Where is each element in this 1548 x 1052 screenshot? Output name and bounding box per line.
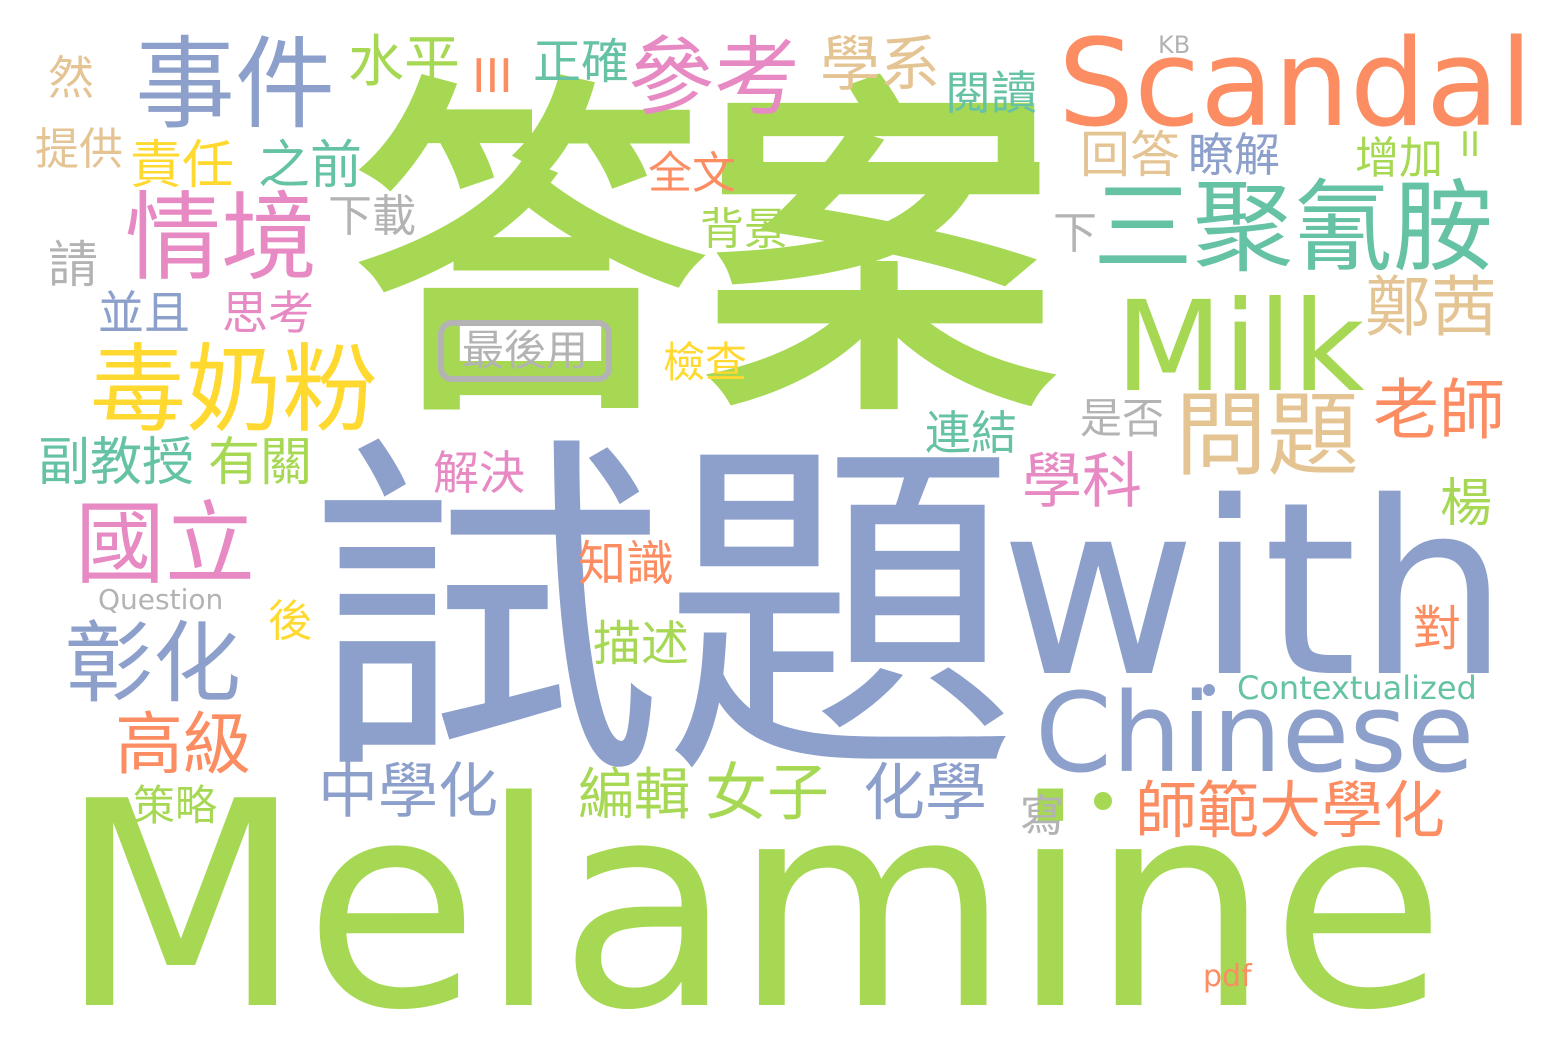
word-subject: 學科: [1022, 447, 1142, 517]
word-chinese: Chinese: [1035, 669, 1475, 797]
word-iii: III: [472, 49, 513, 103]
word-problem: 問題: [1175, 382, 1360, 489]
word-full-text: 全文: [648, 148, 736, 199]
word-background: 背景: [700, 204, 788, 255]
word-check: 檢查: [663, 338, 748, 387]
word-reply: 回答: [1080, 126, 1180, 184]
word-pdf: pdf: [1203, 959, 1252, 994]
word-reference: 參考: [628, 28, 800, 128]
word-national: 國立: [75, 492, 255, 597]
word-ii: II: [1460, 125, 1481, 165]
word-increase: 增加: [1355, 133, 1443, 184]
word-download: 下載: [328, 191, 416, 242]
word-level: 水平: [348, 30, 460, 95]
word-edit: 編輯: [578, 763, 690, 828]
word-link: 連結: [925, 406, 1017, 460]
word-chemistry: 化學: [863, 756, 988, 829]
word-normal-university-chem: 師範大學化: [1135, 774, 1446, 847]
word-milk: Milk: [1115, 275, 1365, 420]
word-incident: 事件: [135, 26, 335, 143]
word-test-question: 試題: [308, 408, 1018, 822]
word-scandal: Scandal: [1058, 15, 1533, 154]
word-melamine-zh: 三聚氰胺: [1093, 169, 1493, 286]
word-changhua: 彰化: [65, 612, 242, 715]
word-whether: 是否: [1080, 394, 1165, 443]
word-before: 之前: [258, 136, 363, 196]
word-related: 有關: [208, 433, 313, 493]
word-write: 寫: [1020, 791, 1064, 842]
word-describe: 描述: [593, 616, 690, 672]
word-responsibility: 責任: [130, 136, 235, 196]
word-middle-school-chem: 中學化: [318, 757, 498, 827]
word-senior: 高級: [115, 706, 252, 785]
word-ran: 然: [48, 51, 94, 105]
word-reading: 閱讀: [945, 66, 1037, 120]
word-context: 情境: [125, 182, 317, 294]
word-melamine: Melamine: [58, 741, 1446, 1052]
word-and: 並且: [98, 286, 190, 340]
word-provide: 提供: [35, 124, 123, 175]
word-pair: 對: [1413, 601, 1462, 657]
word-think: 思考: [222, 286, 314, 340]
word-department: 學系: [820, 30, 940, 100]
word-answer: 答案: [355, 51, 1055, 459]
word-zheng: 鄭茜: [1365, 269, 1497, 346]
word-knowledge: 知識: [578, 536, 675, 592]
word-teacher: 老師: [1373, 372, 1505, 449]
word-yang: 楊: [1440, 474, 1493, 534]
word-finally-use: 最後用: [438, 320, 613, 382]
word-please: 請: [48, 236, 98, 294]
word-female: 女子: [705, 756, 830, 829]
word-associate-professor: 副教授: [38, 433, 195, 493]
word-solve: 解決: [433, 446, 525, 500]
word-poison-milk-powder: 毒奶粉: [90, 334, 378, 446]
word-correct: 正確: [533, 34, 630, 90]
word-kb: KB: [1158, 31, 1191, 59]
word-with: with: [1000, 450, 1510, 730]
word-contextualized: Contextualized: [1237, 669, 1477, 707]
word-strategy: 策略: [133, 781, 218, 830]
word-xia: 下: [1053, 208, 1097, 259]
dot-mark: [1203, 684, 1215, 696]
word-after: 後: [268, 596, 312, 647]
word-understand: 瞭解: [1188, 128, 1280, 182]
word-question: Question: [98, 583, 224, 616]
dot-mark: [1094, 792, 1112, 810]
